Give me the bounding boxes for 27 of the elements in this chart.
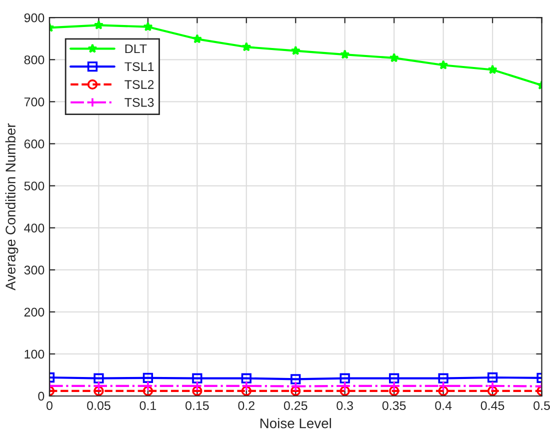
legend-label: TSL3 xyxy=(124,98,154,107)
x-tick-label: 0.35 xyxy=(382,401,406,410)
y-tick-label: 200 xyxy=(24,308,44,317)
y-tick-label: 100 xyxy=(24,350,44,359)
x-tick-label: 0.3 xyxy=(336,401,353,410)
y-tick-label: 600 xyxy=(24,140,44,148)
y-axis-title: Average Condition Number xyxy=(5,123,18,290)
x-tick-label: 0 xyxy=(46,401,52,410)
x-axis-title: Noise Level xyxy=(260,418,331,428)
legend-label: TSL1 xyxy=(124,62,154,72)
y-tick-label: 300 xyxy=(24,266,44,275)
x-tick-label: 0.5 xyxy=(534,401,550,410)
y-tick-label: 800 xyxy=(24,55,44,64)
x-tick-label: 0.4 xyxy=(435,401,452,410)
y-tick-label: 700 xyxy=(24,97,44,106)
y-tick-label: 500 xyxy=(24,182,44,190)
y-tick-label: 0 xyxy=(38,392,44,401)
y-tick-label: 400 xyxy=(24,224,44,232)
x-tick-label: 0.05 xyxy=(87,401,110,410)
x-tick-label: 0.45 xyxy=(480,401,504,410)
y-tick-label: 900 xyxy=(24,13,44,22)
legend-label: DLT xyxy=(125,44,147,54)
x-tick-label: 0.1 xyxy=(140,401,156,410)
x-tick-label: 0.2 xyxy=(238,401,254,410)
x-tick-label: 0.15 xyxy=(186,401,209,410)
legend-label: TSL2 xyxy=(124,80,154,89)
x-tick-label: 0.25 xyxy=(284,401,308,410)
